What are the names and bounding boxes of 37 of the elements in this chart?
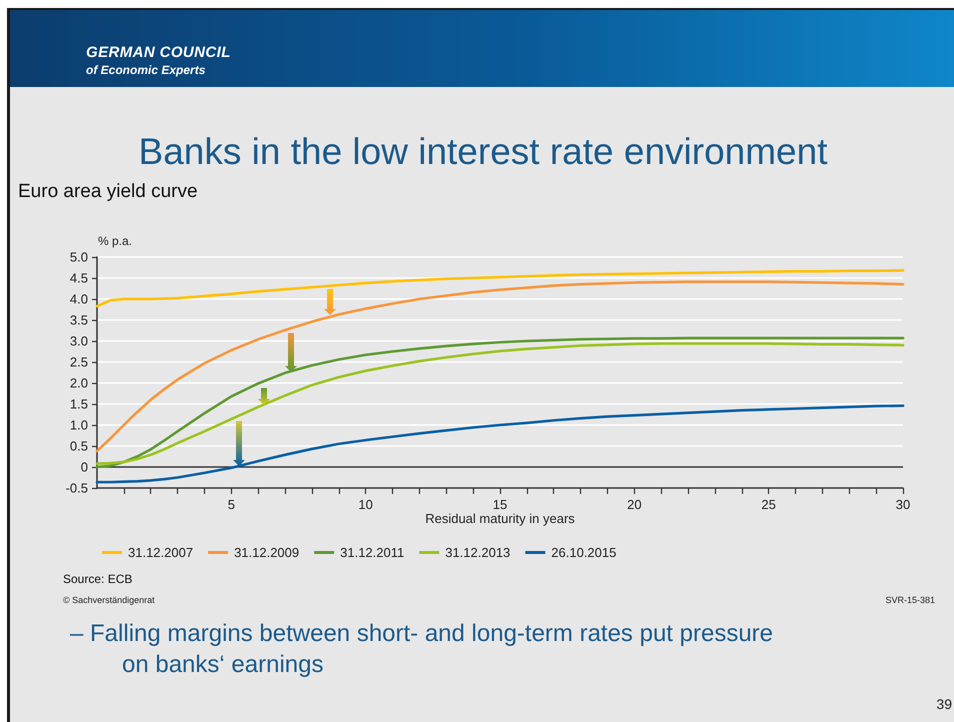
y-tick-label: 4.0 — [70, 292, 88, 306]
x-tick-label: 25 — [761, 497, 776, 512]
line-series — [96, 404, 904, 484]
x-tick-label: 30 — [896, 497, 910, 512]
legend-label: 31.12.2011 — [340, 545, 404, 560]
legend-label: 31.12.2013 — [445, 545, 510, 560]
y-tick-label: 5.0 — [70, 250, 88, 264]
y-tick-label: 4.5 — [70, 270, 88, 286]
chart-subtitle: Euro area yield curve — [18, 181, 198, 203]
line-series — [96, 269, 904, 308]
text: – Falling margins between short- and long-term rates put pressure on banks‘ earnings — [70, 619, 774, 680]
x-tick-label: 20 — [627, 497, 642, 512]
y-tick-label: -0.5 — [66, 480, 88, 496]
text: SVR-15-381 — [885, 595, 935, 605]
text: 39 — [936, 696, 952, 712]
x-axis-title: Residual maturity in years — [424, 511, 576, 526]
y-tick-label: 3.0 — [70, 334, 88, 348]
x-tick-label: 10 — [358, 497, 373, 512]
x-tick-label: 15 — [492, 497, 508, 512]
text: of Economic Experts — [86, 63, 206, 77]
y-tick-label: 3.5 — [70, 312, 88, 328]
x-tick-label: 5 — [228, 497, 235, 512]
y-axis-title: % p.a. — [98, 234, 132, 248]
chart-title: Banks in the low interest rate environment — [138, 131, 828, 173]
legend-label: 31.12.2009 — [234, 545, 300, 560]
y-tick-label: 1.0 — [70, 418, 88, 432]
line-series — [96, 280, 904, 452]
y-tick-label: 2.5 — [70, 354, 88, 370]
text: © Sachverständigenrat — [63, 595, 155, 605]
y-tick-label: 0 — [80, 460, 88, 474]
y-tick-label: 0.5 — [70, 438, 88, 454]
y-tick-label: 1.5 — [70, 396, 88, 412]
legend-label: 31.12.2007 — [128, 545, 194, 560]
legend-label: 26.10.2015 — [551, 545, 616, 560]
text: GERMAN COUNCIL — [86, 44, 231, 61]
y-tick-label: 2.0 — [70, 376, 88, 390]
source-note: Source: ECB — [63, 572, 132, 586]
